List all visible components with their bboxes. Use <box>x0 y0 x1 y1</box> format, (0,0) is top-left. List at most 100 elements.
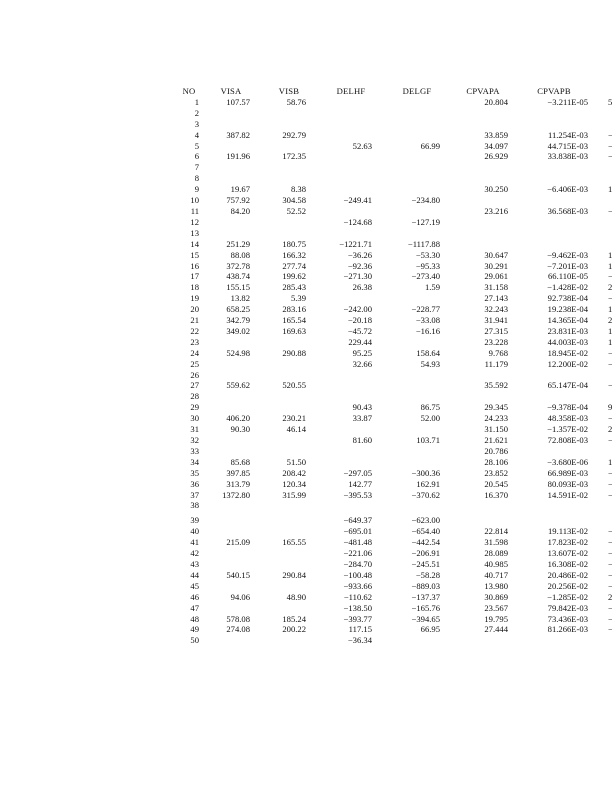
cell-no: 35 <box>190 467 199 478</box>
cell-delhf: −45.72 <box>347 325 372 336</box>
cell-visb <box>260 119 318 130</box>
cell-cpvapb: 20.256E-02 <box>547 580 588 591</box>
cell-cpvapc: −6.2 <box>608 478 612 489</box>
cell-visa: 387.82 <box>226 129 250 140</box>
cell-delhf: −221.06 <box>343 548 372 559</box>
cell-delgf: 86.75 <box>420 402 440 413</box>
cell-visa <box>202 526 260 537</box>
cell-delhf: −36.26 <box>347 249 372 260</box>
cell-visb: 172.35 <box>282 151 306 162</box>
cell-cpvapa <box>450 108 516 119</box>
cell-visa <box>202 391 260 402</box>
cell-visb <box>260 359 318 370</box>
cell-delhf: −110.62 <box>343 591 372 602</box>
cell-cpvapc <box>592 119 612 130</box>
cell-no: 28 <box>190 391 199 402</box>
cell-cpvapb: −1.428E-02 <box>547 282 588 293</box>
cell-cpvapa: 24.233 <box>484 413 508 424</box>
cell-cpvapb: 16.308E-02 <box>547 558 588 569</box>
cell-cpvapb <box>516 500 592 511</box>
cell-visa: 372.78 <box>226 260 250 271</box>
cell-visa <box>202 173 260 184</box>
cell-no: 38 <box>190 500 199 511</box>
table-row: 45 −933.66 −889.03 13.980 20.256E-02 −1.6 <box>176 581 612 592</box>
table-row: 9 19.67 8.38 30.250 −6.406E-03 11.6 <box>176 184 612 195</box>
cell-delgf <box>384 370 450 381</box>
cell-visa: 313.79 <box>226 478 250 489</box>
cell-cpvapc: −3.4 <box>608 205 612 216</box>
cell-delhf <box>318 130 384 141</box>
cell-visa: 397.85 <box>226 467 250 478</box>
cell-delgf: −245.51 <box>411 558 440 569</box>
cell-no: 10 <box>190 195 199 206</box>
cell-cpvapa: 20.545 <box>484 478 508 489</box>
cell-cpvapb: 66.989E-03 <box>547 467 588 478</box>
cell-no: 36 <box>190 478 199 489</box>
table-clip-region: NO VISA VISB DELHF DELGF CPVAPA CPVAPB C… <box>176 86 612 646</box>
cell-no: 7 <box>194 162 199 173</box>
cell-delhf <box>318 500 384 511</box>
cell-no: 44 <box>190 569 199 580</box>
table-row: 37 1372.80 315.99 −395.53 −370.62 16.370 14.59… <box>176 490 612 501</box>
cell-delgf <box>384 446 450 457</box>
cell-cpvapc <box>592 228 612 239</box>
cell-visb: 51.50 <box>286 456 306 467</box>
cell-visb: 520.55 <box>282 380 306 391</box>
table-row: 18 155.15 285.43 26.38 1.59 31.158 −1.428E-02 2… <box>176 282 612 293</box>
table-row: 33 20.786 <box>176 446 612 457</box>
cell-visb <box>260 402 318 413</box>
cell-cpvapc: −1.5 <box>608 537 612 548</box>
cell-cpvapc: −5.5 <box>608 358 612 369</box>
table-row: 19 13.82 5.39 27.143 92.738E-04 −1.3 <box>176 293 612 304</box>
cell-visb: 304.58 <box>282 195 306 206</box>
cell-visb: 165.55 <box>282 537 306 548</box>
cell-visb: 199.62 <box>282 271 306 282</box>
column-header-cpvapb: CPVAPB <box>537 86 571 96</box>
cell-visb <box>260 391 318 402</box>
cell-no: 48 <box>190 613 199 624</box>
cell-delgf: −370.62 <box>411 489 440 500</box>
cell-delhf: 32.66 <box>352 358 372 369</box>
cell-cpvapc: −2.0 <box>608 413 612 424</box>
cell-no: 30 <box>190 413 199 424</box>
cell-visb: 315.99 <box>282 489 306 500</box>
cell-delhf: 26.38 <box>352 282 372 293</box>
cell-no: 47 <box>190 602 199 613</box>
cell-no: 15 <box>190 249 199 260</box>
cell-cpvapa: 32.243 <box>484 304 508 315</box>
cell-visa <box>202 119 260 130</box>
cell-delgf: −137.37 <box>411 591 440 602</box>
cell-visb <box>260 173 318 184</box>
cell-no: 19 <box>190 293 199 304</box>
cell-visb: 285.43 <box>282 282 306 293</box>
column-header-no: NO <box>182 86 196 96</box>
table-row: 49 274.08 200.22 117.15 66.95 27.444 81.266E-0… <box>176 624 612 635</box>
cell-cpvapc: −5.7 <box>608 435 612 445</box>
cell-delgf: −273.40 <box>411 271 440 282</box>
cell-cpvapa: 27.315 <box>484 325 508 336</box>
cell-cpvapa: 28.106 <box>484 456 508 467</box>
cell-cpvapc: −1.1 <box>608 129 612 140</box>
cell-visb: 185.24 <box>282 613 306 624</box>
table-row: 48 578.08 185.24 −393.77 −394.65 19.795 73.436… <box>176 614 612 625</box>
table-row: 12 −124.68 −127.19 <box>176 217 612 228</box>
cell-delhf: −271.30 <box>343 271 372 282</box>
cell-delhf: −393.77 <box>343 613 372 624</box>
cell-cpvapa: 23.216 <box>484 205 508 216</box>
table-row: 3 <box>176 119 612 130</box>
cell-no: 50 <box>190 635 199 646</box>
table-row: 20 658.25 283.16 −242.00 −228.77 32.243 19.238… <box>176 304 612 315</box>
cell-visa: 1372.80 <box>222 489 250 500</box>
cell-no: 2 <box>194 107 199 118</box>
table-row: 31 90.30 46.14 31.150 −1.357E-02 26.7 <box>176 424 612 435</box>
cell-cpvapb: 18.945E-02 <box>547 347 588 358</box>
table-row: 32 81.60 103.71 21.621 72.808E-03 −5.7 <box>176 435 612 446</box>
cell-cpvapc: −1.5 <box>608 526 612 537</box>
cell-delgf <box>384 206 450 217</box>
cell-no: 23 <box>190 336 199 347</box>
cell-visb <box>260 548 318 559</box>
cell-cpvapc <box>592 515 612 526</box>
cell-no: 41 <box>190 537 199 548</box>
table-row: 21 342.79 165.54 −20.18 −33.08 31.941 14.365E-… <box>176 315 612 326</box>
cell-cpvapb: −1.285E-02 <box>547 591 588 602</box>
